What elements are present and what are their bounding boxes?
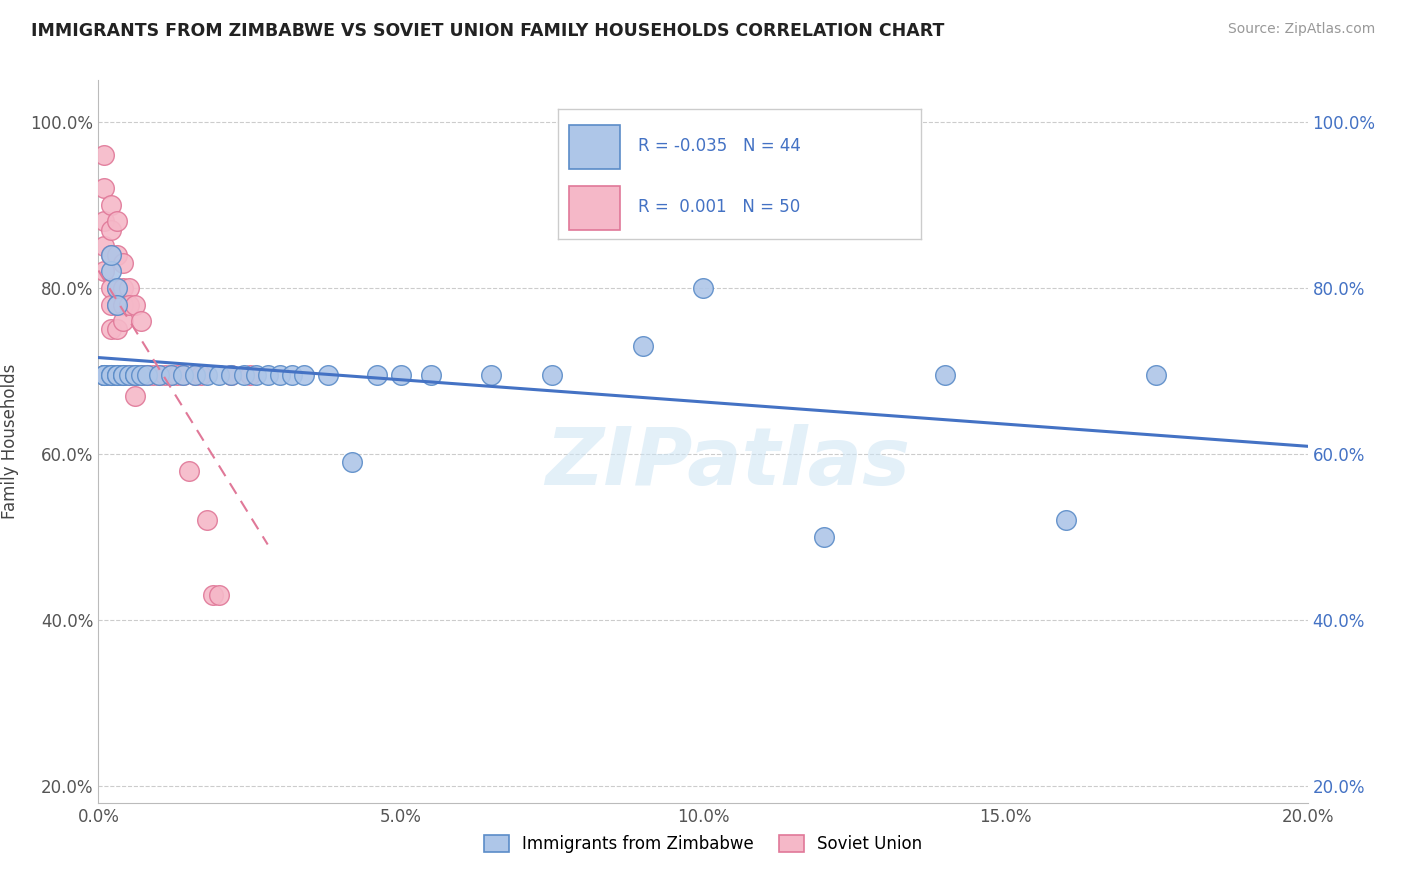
Point bbox=[389, 368, 412, 383]
Point bbox=[208, 368, 231, 383]
Point bbox=[118, 368, 141, 383]
Point bbox=[100, 368, 122, 383]
Point bbox=[692, 281, 714, 295]
Point bbox=[245, 368, 267, 383]
Point bbox=[124, 297, 146, 311]
Point bbox=[105, 297, 128, 311]
Point bbox=[420, 368, 443, 383]
Point bbox=[100, 368, 122, 383]
Point bbox=[190, 368, 212, 383]
Point bbox=[135, 368, 157, 383]
Point bbox=[93, 264, 115, 278]
Point bbox=[316, 368, 339, 383]
Point bbox=[100, 223, 122, 237]
Point bbox=[100, 322, 122, 336]
Point bbox=[105, 368, 128, 383]
Point bbox=[93, 181, 115, 195]
Point bbox=[184, 368, 207, 383]
Point bbox=[934, 368, 956, 383]
Point bbox=[540, 368, 562, 383]
Point bbox=[256, 368, 278, 383]
Point bbox=[111, 368, 134, 383]
Point bbox=[105, 248, 128, 262]
Point bbox=[179, 464, 201, 478]
Point bbox=[100, 297, 122, 311]
Point bbox=[269, 368, 291, 383]
Point bbox=[111, 281, 134, 295]
Point bbox=[195, 368, 218, 383]
Point bbox=[129, 314, 152, 328]
Point bbox=[148, 368, 170, 383]
Point bbox=[105, 214, 128, 228]
Point bbox=[129, 368, 152, 383]
Point bbox=[292, 368, 315, 383]
Point bbox=[100, 248, 122, 262]
Point bbox=[366, 368, 388, 383]
Point bbox=[111, 314, 134, 328]
Point bbox=[100, 198, 122, 212]
Point bbox=[93, 214, 115, 228]
Point bbox=[195, 513, 218, 527]
Point bbox=[142, 368, 165, 383]
Point bbox=[105, 322, 128, 336]
Point bbox=[153, 368, 176, 383]
Point bbox=[148, 368, 170, 383]
Point bbox=[100, 368, 122, 383]
Point bbox=[105, 368, 128, 383]
Point bbox=[118, 297, 141, 311]
Point bbox=[100, 368, 122, 383]
Point bbox=[93, 368, 115, 383]
Point bbox=[1144, 368, 1167, 383]
Point bbox=[342, 455, 364, 469]
Point bbox=[221, 368, 243, 383]
Text: IMMIGRANTS FROM ZIMBABWE VS SOVIET UNION FAMILY HOUSEHOLDS CORRELATION CHART: IMMIGRANTS FROM ZIMBABWE VS SOVIET UNION… bbox=[31, 22, 945, 40]
Point bbox=[111, 256, 134, 270]
Text: ZIPatlas: ZIPatlas bbox=[544, 425, 910, 502]
Point bbox=[160, 368, 183, 383]
Point bbox=[124, 389, 146, 403]
Point bbox=[93, 368, 115, 383]
Point bbox=[160, 368, 183, 383]
Point bbox=[111, 368, 134, 383]
Point bbox=[135, 368, 157, 383]
Point bbox=[100, 281, 122, 295]
Point bbox=[93, 239, 115, 253]
Point bbox=[135, 368, 157, 383]
Legend: Immigrants from Zimbabwe, Soviet Union: Immigrants from Zimbabwe, Soviet Union bbox=[477, 828, 929, 860]
Point bbox=[118, 281, 141, 295]
Point bbox=[166, 368, 188, 383]
Point bbox=[221, 368, 243, 383]
Text: Source: ZipAtlas.com: Source: ZipAtlas.com bbox=[1227, 22, 1375, 37]
Point bbox=[202, 588, 225, 602]
Point bbox=[129, 368, 152, 383]
Point bbox=[93, 148, 115, 162]
Point bbox=[100, 248, 122, 262]
Point bbox=[105, 368, 128, 383]
Point bbox=[184, 368, 207, 383]
Point bbox=[1054, 513, 1077, 527]
Point bbox=[281, 368, 304, 383]
Y-axis label: Family Households: Family Households bbox=[1, 364, 20, 519]
Point bbox=[93, 368, 115, 383]
Point bbox=[208, 588, 231, 602]
Point bbox=[124, 368, 146, 383]
Point bbox=[232, 368, 254, 383]
Point bbox=[111, 368, 134, 383]
Point bbox=[93, 368, 115, 383]
Point bbox=[100, 264, 122, 278]
Point bbox=[105, 281, 128, 295]
Point bbox=[105, 281, 128, 295]
Point bbox=[481, 368, 503, 383]
Point bbox=[118, 368, 141, 383]
Point bbox=[172, 368, 194, 383]
Point bbox=[239, 368, 262, 383]
Point bbox=[172, 368, 194, 383]
Point bbox=[124, 368, 146, 383]
Point bbox=[631, 339, 654, 353]
Point bbox=[813, 530, 835, 544]
Point bbox=[124, 368, 146, 383]
Point bbox=[111, 297, 134, 311]
Point bbox=[105, 297, 128, 311]
Point bbox=[118, 368, 141, 383]
